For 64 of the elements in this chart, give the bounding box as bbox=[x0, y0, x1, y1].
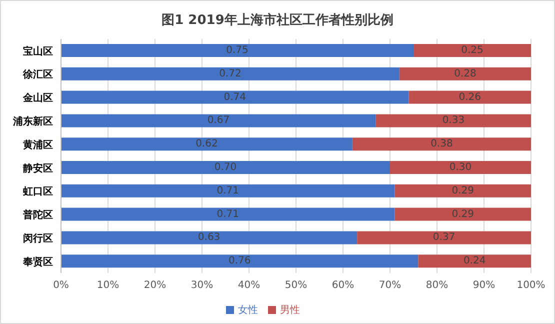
x-tick-label: 0% bbox=[53, 280, 69, 292]
y-tick-label: 徐汇区 bbox=[22, 68, 53, 81]
bar bbox=[61, 254, 418, 268]
legend-label: 女性 bbox=[238, 305, 258, 316]
y-tick-label: 静安区 bbox=[22, 162, 53, 174]
x-tick-label: 30% bbox=[190, 280, 214, 292]
data-label: 0.71 bbox=[216, 208, 239, 220]
y-tick-label: 金山区 bbox=[22, 92, 53, 104]
data-label: 0.29 bbox=[452, 208, 474, 220]
chart-title: 图1 2019年上海市社区工作者性别比例 bbox=[160, 12, 394, 30]
bar bbox=[61, 138, 352, 151]
data-label: 0.75 bbox=[226, 45, 248, 56]
data-label: 0.26 bbox=[458, 92, 482, 103]
bar bbox=[61, 44, 414, 57]
x-tick-label: 10% bbox=[96, 280, 120, 292]
x-tick-label: 80% bbox=[426, 280, 448, 292]
bar bbox=[394, 208, 531, 221]
bar bbox=[414, 44, 531, 57]
data-label: 0.72 bbox=[219, 68, 242, 80]
y-tick-label: 黄浦区 bbox=[22, 138, 53, 151]
bar bbox=[61, 90, 409, 104]
y-tick-label: 奉贤区 bbox=[22, 256, 53, 268]
data-label: 0.30 bbox=[449, 162, 472, 173]
x-tick-label: 60% bbox=[332, 280, 354, 292]
data-label: 0.38 bbox=[430, 138, 453, 150]
data-label: 0.71 bbox=[216, 185, 239, 196]
bar bbox=[357, 231, 531, 244]
bar bbox=[61, 114, 376, 128]
data-label: 0.37 bbox=[432, 232, 456, 244]
bar bbox=[61, 67, 400, 80]
bar bbox=[352, 138, 531, 151]
x-tick-label: 90% bbox=[472, 280, 496, 292]
bar bbox=[61, 208, 395, 221]
data-label: 0.28 bbox=[454, 68, 476, 80]
data-label: 0.62 bbox=[196, 138, 218, 150]
bar bbox=[390, 161, 531, 174]
bar bbox=[418, 254, 531, 268]
y-tick-label: 宝山区 bbox=[23, 45, 53, 58]
y-tick-label: 虹口区 bbox=[22, 186, 53, 198]
bar bbox=[408, 90, 531, 104]
bar bbox=[61, 231, 358, 244]
bar bbox=[394, 184, 531, 198]
bar bbox=[61, 161, 390, 174]
bar bbox=[376, 114, 531, 128]
data-label: 0.33 bbox=[442, 115, 465, 126]
x-tick-label: 40% bbox=[238, 280, 260, 292]
data-label: 0.29 bbox=[452, 185, 474, 196]
data-label: 0.76 bbox=[228, 256, 251, 267]
y-tick-label: 普陀区 bbox=[22, 209, 53, 222]
data-label: 0.70 bbox=[214, 162, 237, 173]
x-tick-label: 20% bbox=[144, 280, 166, 292]
y-tick-label: 浦东新区 bbox=[12, 115, 53, 128]
x-tick-label: 70% bbox=[378, 280, 402, 292]
y-tick-label: 闵行区 bbox=[23, 232, 53, 244]
data-label: 0.24 bbox=[463, 256, 486, 267]
bar bbox=[399, 67, 531, 80]
x-tick-label: 50% bbox=[284, 280, 308, 292]
data-label: 0.74 bbox=[224, 92, 246, 103]
legend-label: 男性 bbox=[280, 305, 300, 316]
data-label: 0.67 bbox=[207, 115, 230, 126]
data-label: 0.25 bbox=[461, 45, 484, 56]
x-tick-label: 100% bbox=[516, 280, 546, 292]
bar bbox=[61, 184, 395, 198]
data-label: 0.63 bbox=[198, 232, 220, 244]
